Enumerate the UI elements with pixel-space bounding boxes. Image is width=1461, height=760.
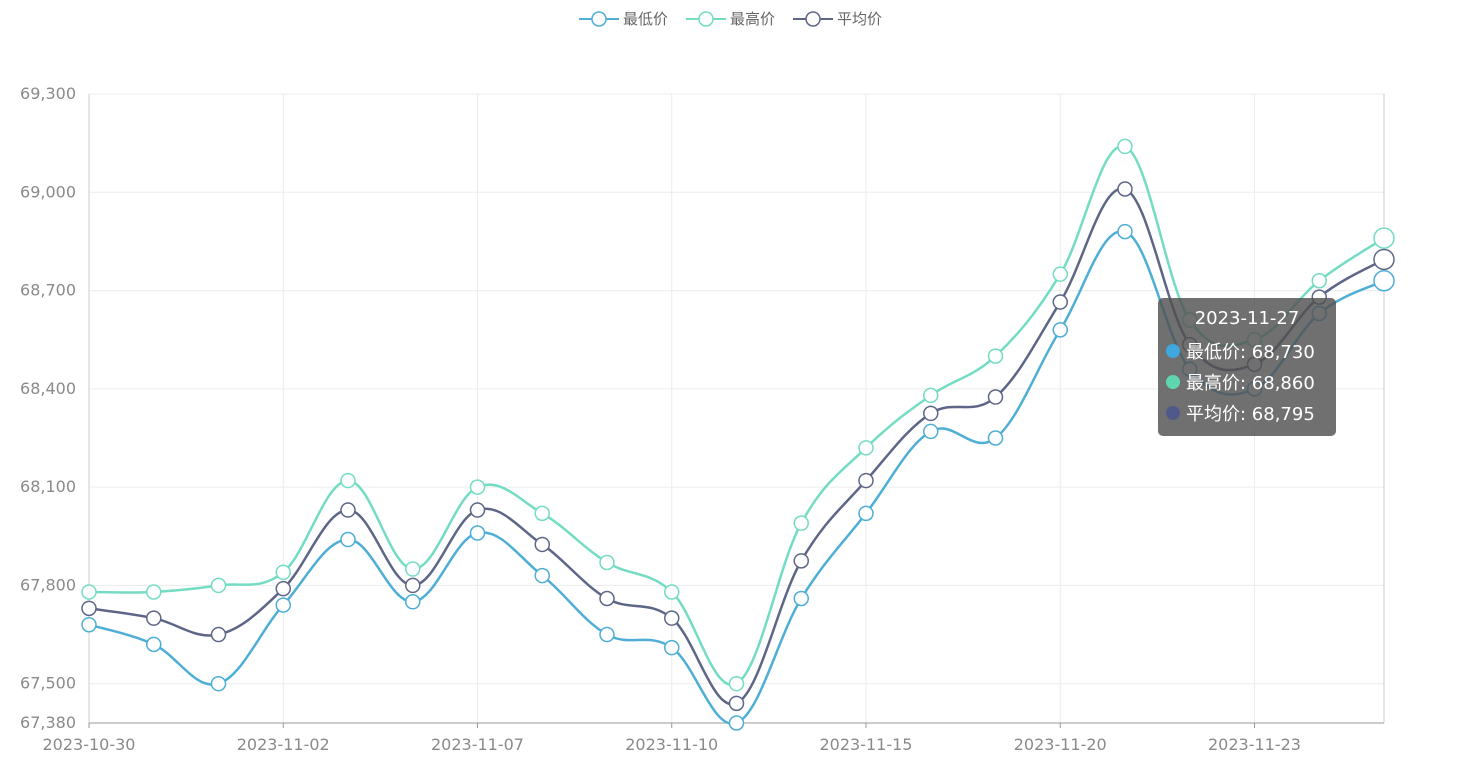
y-tick-label: 69,300 [20, 84, 76, 103]
data-point[interactable] [275, 597, 291, 613]
data-point[interactable] [1311, 272, 1327, 289]
data-point[interactable] [405, 577, 421, 594]
data-point[interactable] [469, 525, 486, 541]
data-point[interactable] [1373, 248, 1395, 271]
data-point[interactable] [340, 472, 356, 489]
series-line-2 [88, 187, 1385, 706]
data-point[interactable] [146, 610, 162, 626]
data-point[interactable] [1373, 227, 1395, 249]
data-point[interactable] [81, 584, 97, 600]
y-tick-label: 68,700 [20, 281, 76, 300]
data-point[interactable] [210, 577, 227, 594]
x-tick-label: 2023-11-23 [1208, 735, 1301, 754]
data-point[interactable] [146, 636, 162, 653]
x-tick-label: 2023-11-02 [237, 735, 330, 754]
data-point[interactable] [340, 502, 356, 518]
data-point[interactable] [987, 389, 1004, 405]
tooltip-dot-icon [1166, 343, 1180, 358]
data-point[interactable] [469, 502, 486, 518]
data-point[interactable] [599, 554, 615, 571]
data-point[interactable] [793, 590, 809, 607]
tooltip-dot-icon [1166, 374, 1180, 389]
data-point[interactable] [534, 536, 550, 553]
data-point[interactable] [405, 561, 421, 577]
data-point[interactable] [534, 567, 550, 584]
data-point[interactable] [858, 505, 874, 522]
legend-label-low: 最低价 [622, 10, 668, 28]
data-point[interactable] [599, 626, 615, 643]
chart-legend: 最低价 最高价 平均价 [0, 8, 1461, 29]
series-line-1 [88, 144, 1385, 687]
data-point[interactable] [728, 675, 745, 692]
data-point[interactable] [405, 594, 421, 610]
data-point[interactable] [923, 405, 939, 422]
tooltip-value-avg: 平均价: 68,795 [1186, 403, 1315, 425]
data-point[interactable] [275, 564, 291, 581]
x-tick-label: 2023-11-10 [625, 735, 718, 754]
tooltip-title: 2023-11-27 [1194, 308, 1300, 329]
chart-tooltip: 2023-11-27 最低价: 68,730 最高价: 68,860 平均价: … [1158, 298, 1336, 436]
legend-item-avg[interactable]: 平均价 [793, 8, 882, 29]
x-tick-label: 2023-11-20 [1014, 735, 1107, 754]
legend-label-high: 最高价 [729, 10, 775, 28]
data-point[interactable] [1117, 181, 1133, 197]
tooltip-row-low: 最低价: 68,730 [1166, 335, 1328, 366]
legend-item-low[interactable]: 最低价 [578, 8, 668, 29]
y-tick-label: 68,100 [20, 477, 76, 496]
data-point[interactable] [275, 580, 291, 597]
y-tick-label: 68,400 [20, 379, 76, 398]
data-point[interactable] [534, 505, 550, 522]
data-point[interactable] [664, 639, 680, 656]
legend-label-avg: 平均价 [837, 10, 883, 28]
data-point[interactable] [923, 423, 939, 440]
data-point[interactable] [664, 584, 680, 600]
chart-axes: 67,380 67,500 67,800 68,100 68,400 68,700 69,0… [20, 84, 1385, 754]
data-point[interactable] [1052, 294, 1068, 310]
data-point[interactable] [1052, 322, 1068, 338]
data-point[interactable] [858, 472, 874, 489]
data-point[interactable] [1117, 223, 1133, 240]
legend-line-icon [793, 10, 833, 27]
data-point[interactable] [81, 616, 97, 633]
data-point[interactable] [793, 515, 809, 531]
data-point[interactable] [599, 590, 615, 607]
data-point[interactable] [923, 387, 939, 404]
tooltip-dot-icon [1166, 405, 1180, 420]
data-point[interactable] [81, 600, 97, 617]
data-point[interactable] [728, 715, 745, 731]
tooltip-value-low: 最低价: 68,730 [1186, 341, 1315, 363]
legend-item-high[interactable]: 最高价 [685, 8, 775, 29]
data-point[interactable] [858, 440, 874, 456]
data-point[interactable] [210, 626, 227, 643]
data-point[interactable] [1117, 138, 1133, 155]
y-tick-label: 69,000 [20, 182, 76, 201]
data-point[interactable] [1373, 269, 1395, 292]
data-point[interactable] [1052, 266, 1068, 282]
data-point[interactable] [728, 695, 745, 712]
y-tick-label: 67,800 [20, 575, 76, 594]
data-point[interactable] [210, 675, 227, 692]
data-point[interactable] [987, 348, 1004, 364]
data-point[interactable] [469, 479, 486, 495]
x-tick-label: 2023-11-15 [820, 735, 913, 754]
series-line-0 [88, 230, 1385, 725]
data-point[interactable] [987, 430, 1004, 446]
x-tick-label: 2023-11-07 [431, 735, 524, 754]
tooltip-value-high: 最高价: 68,860 [1186, 372, 1315, 394]
chart-series [81, 138, 1395, 731]
legend-line-icon [578, 10, 619, 27]
data-point[interactable] [340, 531, 356, 548]
legend-line-icon [685, 10, 726, 27]
data-point[interactable] [664, 610, 680, 626]
tooltip-row-avg: 平均价: 68,795 [1166, 397, 1328, 428]
data-point[interactable] [146, 584, 162, 600]
data-point[interactable] [793, 553, 809, 569]
tooltip-row-high: 最高价: 68,860 [1166, 366, 1328, 397]
y-tick-label: 67,380 [20, 713, 76, 732]
y-tick-label: 67,500 [20, 674, 76, 693]
x-tick-label: 2023-10-30 [43, 735, 136, 754]
